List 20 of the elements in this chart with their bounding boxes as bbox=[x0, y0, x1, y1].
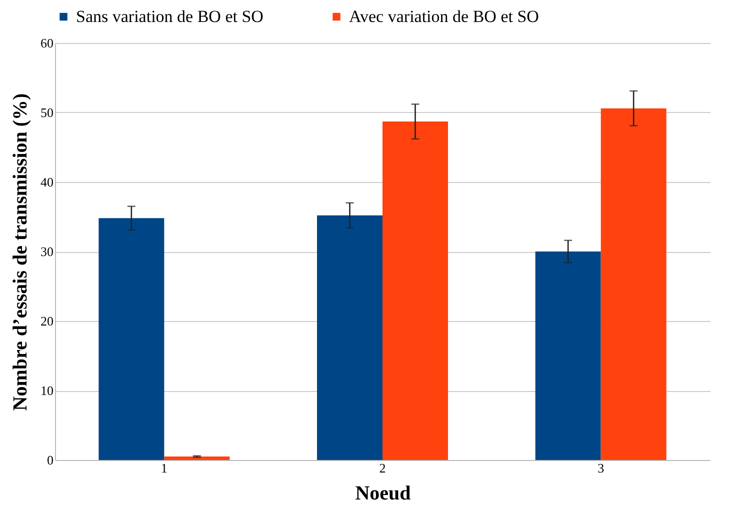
x-axis-title: Noeud bbox=[355, 482, 411, 504]
y-tick-label: 30 bbox=[40, 244, 54, 259]
y-axis-title: Nombre d’essais de transmission (%) bbox=[10, 93, 32, 411]
legend-label: Avec variation de BO et SO bbox=[349, 6, 539, 26]
legend-label: Sans variation de BO et SO bbox=[76, 6, 264, 26]
bar bbox=[317, 215, 382, 460]
bar bbox=[600, 108, 666, 460]
bar bbox=[535, 252, 601, 460]
y-tick-label: 50 bbox=[40, 105, 54, 120]
bar bbox=[98, 218, 164, 460]
y-tick-label: 40 bbox=[40, 174, 54, 190]
y-tick-label: 0 bbox=[47, 452, 54, 468]
bar bbox=[164, 456, 230, 460]
x-tick-label: 3 bbox=[598, 460, 604, 476]
y-tick-label: 10 bbox=[40, 383, 54, 398]
y-tick-label: 20 bbox=[40, 314, 54, 328]
bar bbox=[382, 122, 448, 460]
x-tick-label: 2 bbox=[379, 460, 386, 476]
x-tick-label: 1 bbox=[160, 460, 168, 476]
y-tick-label: 60 bbox=[40, 36, 54, 50]
